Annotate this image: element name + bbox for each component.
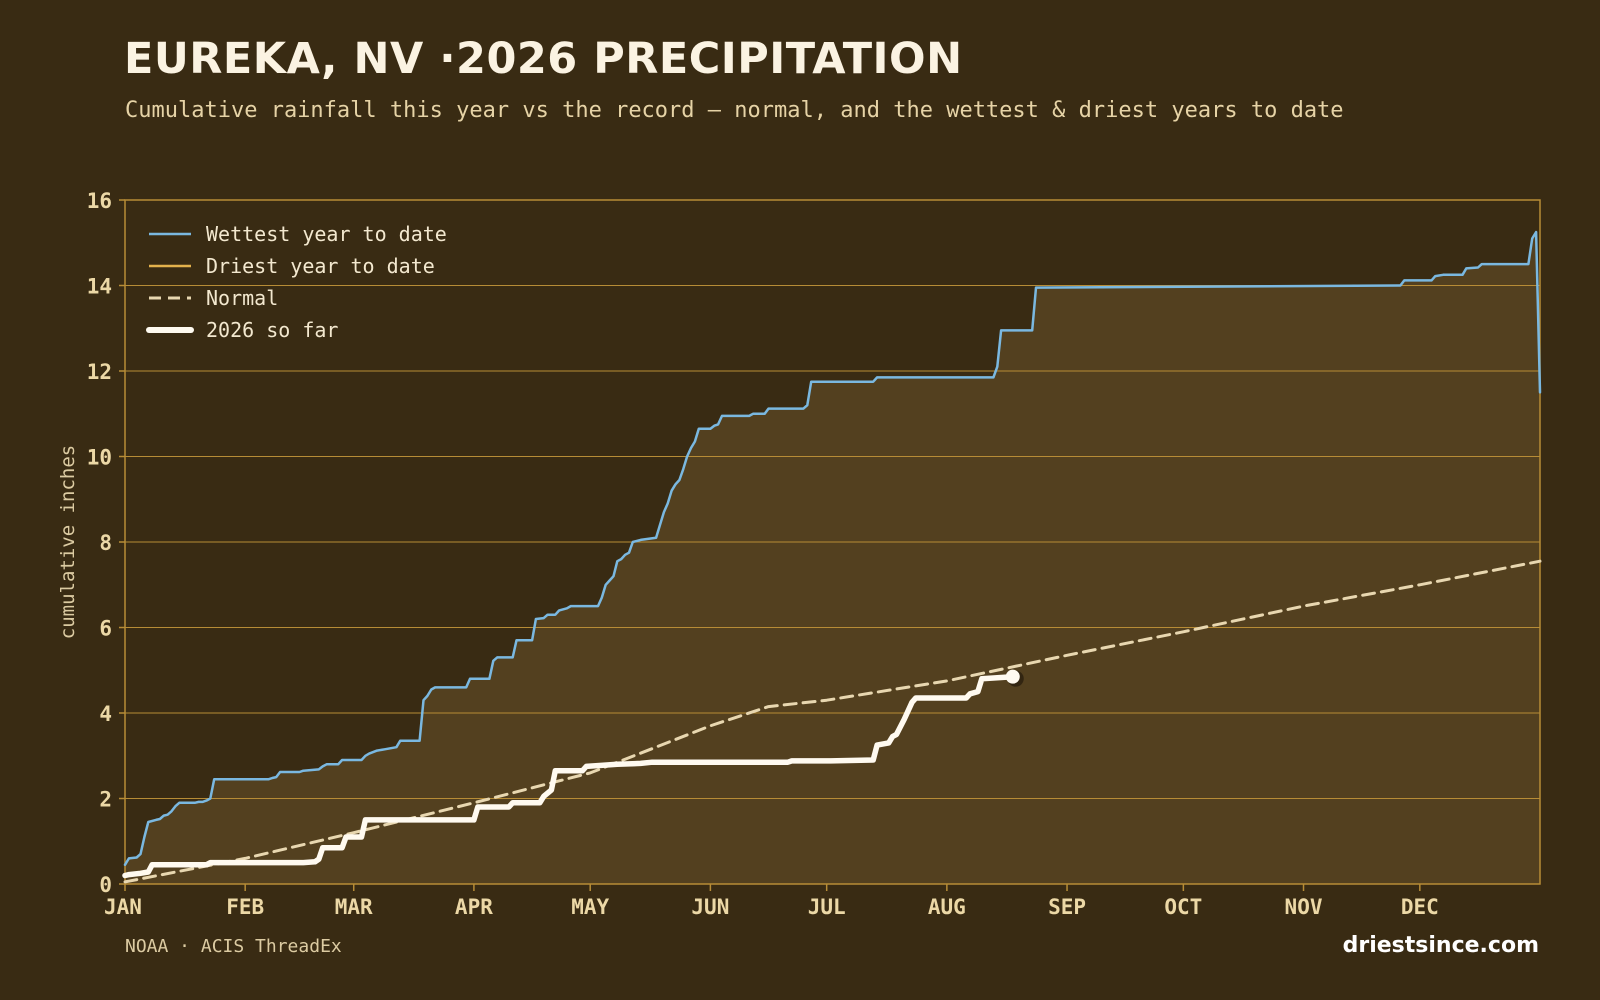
data-source-note: NOAA · ACIS ThreadEx xyxy=(125,936,342,957)
x-tick-label: DEC xyxy=(1401,895,1439,919)
y-tick-label: 10 xyxy=(87,446,112,470)
grid-layer xyxy=(125,285,1540,799)
chart-subtitle: Cumulative rainfall this year vs the rec… xyxy=(125,98,1344,123)
y-tick-label: 16 xyxy=(87,189,112,213)
y-tick-label: 14 xyxy=(87,275,112,299)
x-tick-label: JUL xyxy=(808,895,846,919)
series-line-wettest xyxy=(123,230,1542,867)
x-tick-label: FEB xyxy=(226,895,264,919)
x-tick-label: SEP xyxy=(1048,895,1086,919)
x-tick-label: OCT xyxy=(1164,895,1202,919)
x-axis-ticks: JAN FEB MAR APR MAY JUN JUL AUG SEP OCT NOV DEC xyxy=(104,884,1439,919)
y-tick-label: 2 xyxy=(99,788,112,812)
brand-link[interactable]: driestsince.com xyxy=(1342,933,1539,958)
x-tick-label: APR xyxy=(455,895,493,919)
legend: Wettest year to date Driest year to date N… xyxy=(146,222,447,342)
x-tick-label: AUG xyxy=(928,895,966,919)
y-axis-label: cumulative inches xyxy=(57,445,79,639)
series-layer xyxy=(122,230,1542,884)
x-tick-label: NOV xyxy=(1285,895,1323,919)
x-tick-label: MAY xyxy=(571,895,609,919)
x-tick-label: JUN xyxy=(691,895,729,919)
legend-label-driest: Driest year to date xyxy=(206,254,435,278)
x-tick-label: JAN xyxy=(104,895,142,919)
y-tick-label: 12 xyxy=(87,360,112,384)
legend-label-wettest: Wettest year to date xyxy=(206,222,447,246)
y-axis-ticks: 0 2 4 6 8 10 12 14 16 xyxy=(87,189,125,897)
current-endpoint-marker xyxy=(1005,669,1020,684)
wettest-driest-band xyxy=(125,232,1540,884)
y-tick-label: 8 xyxy=(99,531,112,555)
y-tick-label: 4 xyxy=(99,702,112,726)
y-tick-label: 6 xyxy=(99,617,112,641)
y-tick-label: 0 xyxy=(99,873,112,897)
series-line-normal xyxy=(123,559,1542,884)
legend-label-current: 2026 so far xyxy=(206,318,338,342)
legend-label-normal: Normal xyxy=(206,286,278,310)
x-tick-label: MAR xyxy=(335,895,373,919)
series-line-current xyxy=(122,673,1016,879)
fill-between-layer xyxy=(125,232,1540,884)
chart-title: EUREKA, NV ·2026 PRECIPITATION xyxy=(124,34,963,84)
